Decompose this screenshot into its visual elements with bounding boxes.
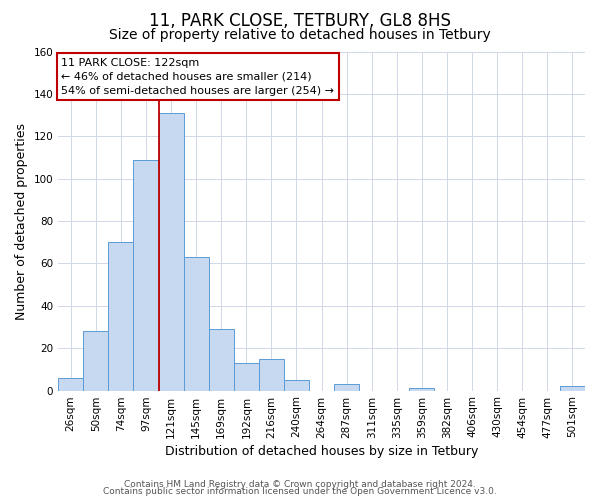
Bar [58,378,83,390]
Bar [83,331,109,390]
Bar [158,113,184,390]
Bar [184,257,209,390]
X-axis label: Distribution of detached houses by size in Tetbury: Distribution of detached houses by size … [165,444,478,458]
Y-axis label: Number of detached properties: Number of detached properties [15,122,28,320]
Bar [234,363,259,390]
Bar [409,388,434,390]
Bar [334,384,359,390]
Text: 11, PARK CLOSE, TETBURY, GL8 8HS: 11, PARK CLOSE, TETBURY, GL8 8HS [149,12,451,30]
Text: Contains public sector information licensed under the Open Government Licence v3: Contains public sector information licen… [103,487,497,496]
Text: Size of property relative to detached houses in Tetbury: Size of property relative to detached ho… [109,28,491,42]
Bar [284,380,309,390]
Bar [209,329,234,390]
Bar [259,359,284,390]
Bar [133,160,158,390]
Bar [560,386,585,390]
Bar [109,242,133,390]
Text: Contains HM Land Registry data © Crown copyright and database right 2024.: Contains HM Land Registry data © Crown c… [124,480,476,489]
Text: 11 PARK CLOSE: 122sqm
← 46% of detached houses are smaller (214)
54% of semi-det: 11 PARK CLOSE: 122sqm ← 46% of detached … [61,58,334,96]
